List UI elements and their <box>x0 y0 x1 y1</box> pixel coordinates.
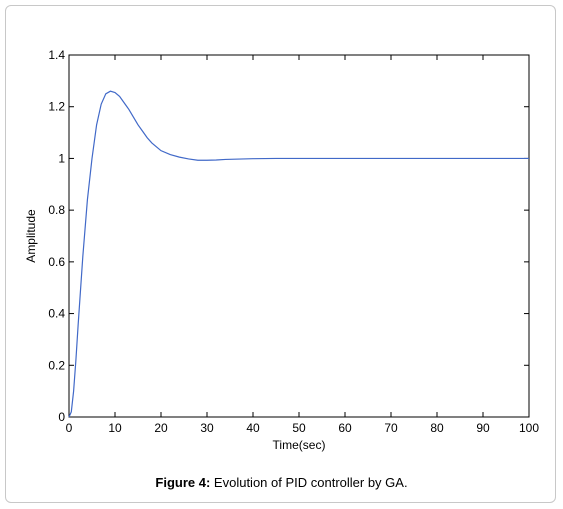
series-line <box>68 90 529 418</box>
tick-labels: 0 10 20 30 40 50 60 70 80 90 100 0 0.2 0.4 0.6 0.8 1 1.2 1… <box>48 48 539 435</box>
y-tick-label: 0.4 <box>48 307 65 321</box>
y-tick-label: 1 <box>58 151 65 165</box>
y-tick-label: 0 <box>58 410 65 424</box>
x-tick-label: 80 <box>430 421 444 435</box>
x-tick-label: 30 <box>200 421 214 435</box>
y-tick-label: 0.8 <box>48 203 65 217</box>
x-tick-label: 0 <box>66 421 73 435</box>
y-tick-label: 0.6 <box>48 255 65 269</box>
y-axis-label: Amplitude <box>24 209 38 263</box>
figure-caption: Figure 4: Evolution of PID controller by… <box>0 475 563 490</box>
x-tick-label: 10 <box>108 421 122 435</box>
y-tick-label: 1.2 <box>48 100 65 114</box>
x-tick-label: 100 <box>519 421 539 435</box>
caption-label: Figure 4: <box>155 475 211 490</box>
x-tick-label: 20 <box>154 421 168 435</box>
caption-text: Evolution of PID controller by GA. <box>210 475 408 490</box>
x-tick-label: 70 <box>384 421 398 435</box>
x-tick-label: 40 <box>246 421 260 435</box>
x-tick-label: 50 <box>292 421 306 435</box>
plot-area <box>68 54 530 418</box>
x-tick-label: 60 <box>338 421 352 435</box>
x-tick-label: 90 <box>476 421 490 435</box>
y-tick-label: 1.4 <box>48 48 65 62</box>
y-tick-label: 0.2 <box>48 358 65 372</box>
x-axis-label: Time(sec) <box>273 438 326 452</box>
